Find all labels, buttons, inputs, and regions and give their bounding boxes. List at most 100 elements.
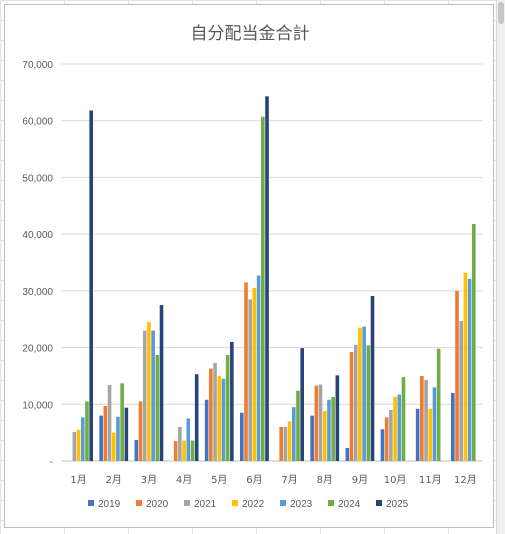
y-tick-label: 30,000 (22, 287, 53, 298)
bar-2022-2 (111, 432, 116, 461)
bar-2025-9 (370, 295, 375, 461)
bar-2022-4 (182, 440, 186, 461)
legend: 2019 2020 2021 2022 2023 2024 2025 (88, 499, 409, 510)
bar-2021-7 (283, 426, 288, 461)
x-tick-label: 5月 (211, 474, 227, 486)
bar-2020-3 (138, 401, 143, 461)
bar-2019-8 (310, 415, 314, 461)
bar-2020-11 (420, 375, 424, 461)
bar-2024-12 (472, 223, 476, 461)
bar-2020-12 (455, 290, 459, 461)
bar-2021-2 (107, 385, 112, 461)
legend-label: 2024 (338, 499, 361, 510)
bar-2023-2 (116, 416, 120, 461)
bar-2022-11 (428, 408, 433, 461)
bar-2024-6 (261, 116, 265, 461)
x-tick-label: 6月 (246, 474, 262, 486)
bar-2024-4 (190, 440, 195, 461)
y-tick-label: - (50, 457, 53, 468)
bar-2022-5 (217, 375, 222, 461)
bar-2023-4 (186, 418, 191, 461)
bar-2021-3 (142, 330, 147, 461)
bar-2025-7 (300, 348, 304, 461)
bar-2025-6 (265, 96, 269, 461)
bar-2021-8 (318, 384, 323, 461)
bar-2019-12 (451, 392, 455, 461)
bar-2024-1 (85, 401, 89, 461)
bar-2021-11 (424, 379, 428, 461)
bar-2022-6 (252, 288, 257, 461)
bar-2022-12 (463, 272, 468, 461)
y-tick-label: 40,000 (22, 230, 53, 241)
bar-2020-4 (173, 441, 178, 461)
vertical-scrollbar[interactable] (496, 0, 505, 534)
bar-2022-1 (76, 429, 81, 461)
bar-2019-5 (204, 399, 209, 461)
scrollbar-thumb[interactable] (498, 2, 504, 24)
legend-label: 2020 (146, 499, 169, 510)
x-tick-label: 4月 (176, 474, 192, 486)
bar-2024-5 (225, 354, 230, 461)
legend-swatch (136, 500, 142, 506)
bar-2023-3 (151, 330, 155, 461)
bar-2024-8 (331, 396, 335, 461)
chart-title: 自分配当金合計 (191, 24, 310, 44)
bar-2019-9 (345, 447, 350, 461)
x-tick-label: 2月 (106, 474, 122, 486)
bar-2019-3 (134, 440, 139, 461)
bar-2021-10 (389, 409, 393, 461)
bar-2024-3 (155, 354, 160, 461)
bar-2020-7 (279, 426, 283, 461)
bar-2023-9 (362, 326, 366, 461)
legend-swatch (232, 500, 238, 506)
bar-2025-4 (194, 374, 199, 461)
bar-2024-2 (120, 383, 124, 461)
bar-2020-6 (244, 282, 248, 461)
x-tick-label: 10月 (384, 474, 407, 486)
legend-swatch (328, 500, 334, 506)
bar-2019-10 (380, 429, 385, 461)
bar-2022-7 (287, 421, 292, 461)
y-tick-label: 10,000 (22, 400, 53, 411)
legend-item-2024: 2024 (328, 499, 361, 510)
bar-2024-10 (401, 377, 406, 461)
bar-2023-5 (221, 378, 226, 461)
bar-2022-10 (393, 396, 397, 461)
chart-area[interactable]: 自分配当金合計 - 10,000 20,000 30,000 40,000 50,000 6… (4, 4, 494, 528)
bar-2023-8 (327, 399, 331, 461)
bar-2025-1 (89, 110, 93, 462)
bar-2021-6 (248, 299, 253, 461)
bar-2021-4 (178, 426, 182, 461)
x-tick-label: 9月 (352, 474, 368, 486)
bar-2025-5 (230, 341, 234, 461)
bar-2020-8 (314, 385, 319, 461)
legend-item-2019: 2019 (88, 499, 121, 510)
y-axis: - 10,000 20,000 30,000 40,000 50,000 60,000 70,… (22, 60, 53, 468)
y-tick-label: 20,000 (22, 344, 53, 355)
bar-2021-5 (213, 362, 217, 461)
bar-2021-9 (353, 344, 358, 461)
bar-2019-2 (99, 415, 103, 461)
bar-2020-5 (209, 368, 213, 461)
bar-2021-1 (72, 432, 77, 461)
bar-2023-11 (432, 387, 437, 461)
legend-label: 2019 (98, 499, 121, 510)
y-tick-label: 50,000 (22, 173, 53, 184)
bars (72, 96, 476, 462)
bar-2023-12 (467, 278, 472, 461)
legend-item-2023: 2023 (280, 499, 313, 510)
legend-label: 2022 (242, 499, 265, 510)
y-tick-label: 60,000 (22, 117, 53, 128)
x-tick-label: 3月 (141, 474, 157, 486)
bar-2022-9 (358, 327, 362, 461)
legend-label: 2021 (194, 499, 217, 510)
legend-swatch (88, 500, 94, 506)
bar-2023-1 (80, 417, 85, 461)
x-tick-label: 11月 (419, 474, 442, 486)
x-tick-label: 7月 (281, 474, 297, 486)
bar-2020-9 (349, 352, 354, 461)
legend-swatch (280, 500, 286, 506)
bar-2023-7 (291, 407, 296, 461)
bar-2021-12 (459, 320, 464, 461)
legend-swatch (184, 500, 190, 506)
